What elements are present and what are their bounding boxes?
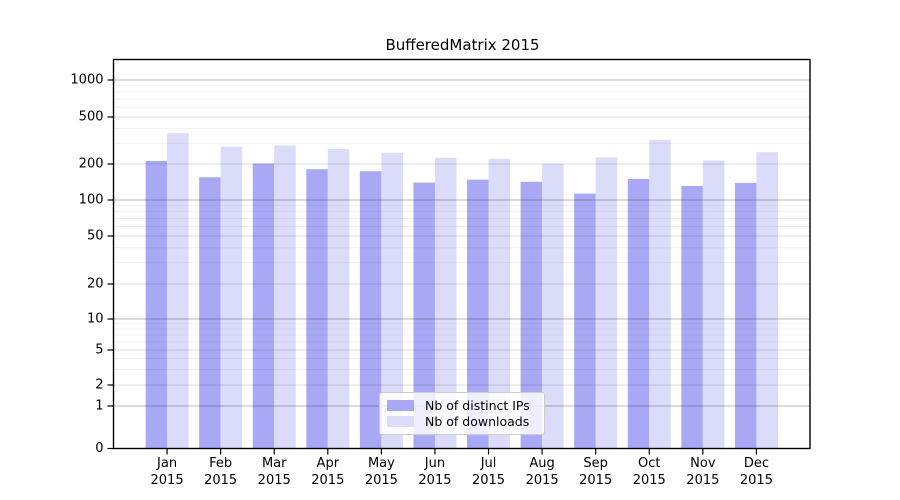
legend-item-downloads: Nb of downloads	[387, 414, 537, 429]
bar-ips-feb	[199, 177, 221, 449]
y-tick-label-1: 1	[95, 399, 103, 414]
bar-downloads-jan	[167, 133, 189, 449]
bar-ips-dec	[734, 182, 757, 449]
legend-swatch-distinct-ips	[387, 400, 414, 411]
y-tick-label-5: 5	[95, 343, 103, 358]
x-tick-label-mar: Mar	[262, 456, 287, 471]
y-tick-label-2: 2	[95, 378, 103, 393]
y-tick-label-10: 10	[87, 312, 104, 327]
bar-downloads-nov	[702, 160, 725, 449]
y-tick-label-100: 100	[79, 193, 104, 208]
x-tick-label-oct: Oct	[638, 456, 660, 471]
x-tick-label-dec-year: 2015	[740, 473, 773, 488]
y-tick-label-20: 20	[87, 277, 104, 292]
bar-ips-sep	[574, 193, 596, 449]
plot-border	[112, 58, 811, 450]
x-tick-label-jan: Jan	[156, 456, 177, 471]
x-tick-label-feb-year: 2015	[204, 473, 237, 488]
legend-swatch-downloads	[387, 416, 414, 427]
bar-downloads-sep	[595, 157, 618, 449]
bar-downloads-mar	[274, 145, 296, 449]
x-tick-label-apr: Apr	[317, 456, 340, 471]
x-tick-label-nov-year: 2015	[686, 473, 719, 488]
bar-downloads-aug	[542, 163, 564, 449]
x-tick-label-jun-year: 2015	[418, 473, 451, 488]
legend-label-downloads: Nb of downloads	[425, 414, 530, 429]
x-tick-label-may-year: 2015	[365, 473, 398, 488]
bar-ips-nov	[681, 185, 703, 449]
bar-downloads-may	[381, 152, 403, 449]
legend-item-distinct-ips: Nb of distinct IPs	[387, 398, 537, 413]
bar-downloads-apr	[327, 148, 350, 449]
y-tick-label-0: 0	[95, 441, 103, 456]
bar-ips-apr	[306, 169, 328, 449]
x-tick-label-jan-year: 2015	[151, 473, 184, 488]
x-tick-label-oct-year: 2015	[633, 473, 666, 488]
x-tick-label-sep: Sep	[583, 456, 608, 471]
x-tick-label-mar-year: 2015	[258, 473, 291, 488]
x-tick-label-aug: Aug	[529, 456, 554, 471]
y-tick-label-500: 500	[79, 110, 104, 125]
y-tick-label-50: 50	[87, 229, 104, 244]
x-tick-label-aug-year: 2015	[526, 473, 559, 488]
legend-label-distinct-ips: Nb of distinct IPs	[425, 398, 530, 413]
bar-ips-may	[359, 171, 382, 449]
x-tick-label-nov: Nov	[690, 456, 716, 471]
x-tick-label-may: May	[368, 456, 395, 471]
bar-downloads-jul	[488, 158, 511, 449]
y-tick-label-200: 200	[79, 157, 104, 172]
bar-ips-aug	[520, 181, 543, 449]
bar-ips-oct	[627, 178, 650, 449]
x-tick-label-jun: Jun	[424, 456, 445, 471]
x-tick-label-jul-year: 2015	[472, 473, 505, 488]
y-tick-label-1000: 1000	[70, 73, 103, 88]
x-tick-label-dec: Dec	[744, 456, 769, 471]
bar-ips-jul	[467, 179, 489, 449]
chart-title: BufferedMatrix 2015	[385, 36, 540, 54]
x-tick-label-sep-year: 2015	[579, 473, 612, 488]
bar-downloads-oct	[649, 139, 671, 449]
bar-downloads-feb	[220, 146, 243, 449]
x-tick-label-jul: Jul	[480, 456, 497, 471]
bar-downloads-jun	[434, 157, 457, 449]
bar-ips-mar	[252, 163, 275, 449]
bar-ips-jan	[145, 161, 168, 449]
bar-downloads-dec	[756, 152, 778, 449]
x-tick-label-feb: Feb	[209, 456, 232, 471]
legend: Nb of distinct IPs Nb of downloads	[379, 392, 545, 435]
bar-ips-jun	[413, 182, 435, 449]
x-tick-label-apr-year: 2015	[311, 473, 344, 488]
